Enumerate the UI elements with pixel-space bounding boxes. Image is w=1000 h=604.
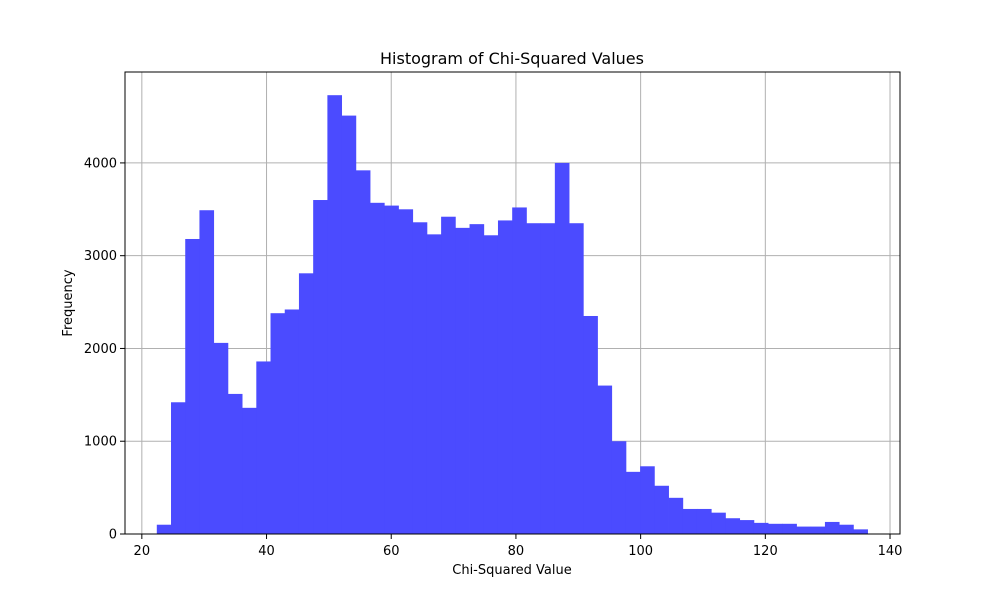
histogram-bar: [583, 315, 598, 534]
histogram-bar: [242, 407, 257, 534]
histogram-bar: [569, 223, 584, 534]
histogram-bar: [810, 526, 826, 534]
histogram-bar: [327, 95, 343, 534]
histogram-bar: [497, 220, 513, 534]
plot-area-frame: [124, 71, 901, 535]
histogram-bar: [753, 522, 769, 534]
histogram-bar: [469, 224, 485, 534]
histogram-bar: [782, 523, 797, 534]
y-tick-label: 4000: [84, 156, 117, 171]
histogram-bar: [412, 222, 428, 535]
x-axis-label: Chi-Squared Value: [452, 563, 571, 578]
histogram-bar: [298, 273, 314, 534]
histogram-bar: [768, 523, 783, 534]
histogram-bar: [711, 512, 726, 534]
histogram-bar: [213, 342, 229, 534]
histogram-bar: [441, 216, 456, 534]
axis-ticks: 20 40 60 80 100 120 140 0 1000 2000 3000 4000: [84, 156, 903, 559]
y-tick-label: 0: [109, 528, 117, 543]
histogram-bar: [227, 393, 243, 534]
histogram-bar: [554, 162, 570, 535]
y-tick-label: 3000: [84, 249, 117, 264]
histogram-bar: [640, 466, 655, 534]
histogram-bar: [824, 521, 840, 534]
x-tick-label: 40: [258, 544, 275, 559]
histogram-bars: [156, 95, 868, 535]
histogram-bar: [270, 313, 286, 534]
chart-title: Histogram of Chi-Squared Values: [380, 49, 644, 68]
histogram-bar: [853, 529, 868, 534]
histogram-bar: [512, 207, 527, 534]
x-tick-label: 60: [383, 544, 400, 559]
x-tick-label: 120: [753, 544, 778, 559]
y-tick-label: 1000: [84, 435, 117, 450]
histogram-bar: [171, 402, 186, 534]
histogram-bar: [355, 170, 371, 534]
histogram-bar: [455, 227, 470, 535]
histogram-bar: [284, 309, 300, 534]
histogram-bar: [199, 210, 215, 535]
histogram-bar: [483, 235, 499, 534]
histogram-bar: [739, 520, 755, 534]
histogram-bar: [668, 497, 684, 534]
x-tick-label: 100: [628, 544, 653, 559]
histogram-bar: [682, 508, 698, 534]
histogram-bar: [611, 441, 627, 534]
histogram-bar: [839, 524, 854, 534]
histogram-bar: [696, 508, 712, 534]
histogram-bar: [796, 526, 812, 534]
histogram-bar: [156, 524, 172, 534]
histogram-bar: [654, 485, 669, 534]
histogram-bar: [341, 115, 357, 534]
histogram-bar: [384, 205, 399, 534]
histogram-bar: [370, 202, 385, 534]
histogram-bar: [398, 209, 414, 535]
histogram-bar: [426, 234, 442, 534]
histogram-bar: [540, 223, 556, 534]
y-tick-label: 2000: [84, 342, 117, 357]
histogram-bar: [725, 518, 741, 534]
histogram-bar: [313, 200, 328, 534]
y-axis-label: Frequency: [61, 269, 76, 336]
histogram-bar: [625, 471, 641, 534]
histogram-bar: [597, 385, 613, 534]
x-tick-label: 80: [508, 544, 525, 559]
x-tick-label: 20: [134, 544, 151, 559]
histogram-bar: [185, 238, 200, 535]
histogram-bar: [526, 223, 542, 534]
x-tick-label: 140: [878, 544, 903, 559]
histogram-bar: [256, 361, 271, 534]
